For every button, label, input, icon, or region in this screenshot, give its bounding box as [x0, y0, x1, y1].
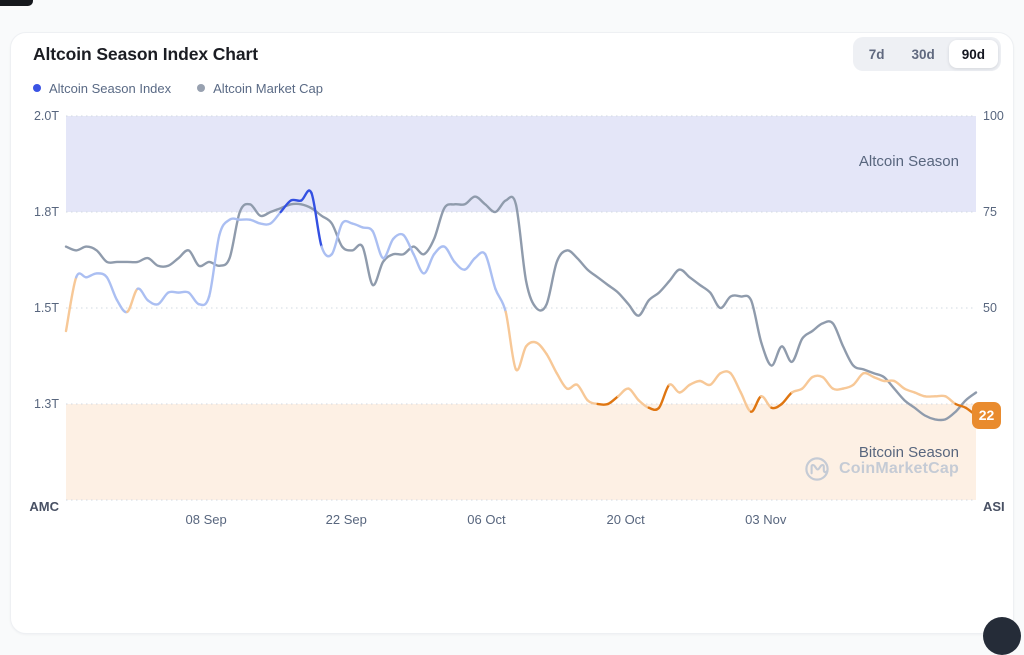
screen-edge-sliver — [0, 0, 33, 6]
series-altcoin-season-index-segment — [526, 342, 536, 346]
series-altcoin-season-index-segment — [97, 273, 107, 277]
series-altcoin-season-index-segment — [219, 220, 229, 235]
x-tick-08-Sep: 08 Sep — [186, 512, 227, 527]
series-altcoin-season-index-segment — [291, 200, 301, 201]
series-altcoin-season-index-segment — [915, 393, 925, 397]
series-altcoin-season-index-segment — [271, 212, 281, 224]
coinmarketcap-watermark: CoinMarketCap — [802, 454, 959, 484]
series-altcoin-season-index-segment — [138, 289, 148, 301]
left-axis-name: AMC — [11, 499, 59, 514]
series-altcoin-season-index-segment — [199, 297, 209, 306]
series-altcoin-season-index-segment — [260, 224, 270, 225]
series-altcoin-season-index-segment — [557, 373, 567, 388]
series-altcoin-season-index-segment — [833, 389, 843, 390]
coinmarketcap-logo-icon — [802, 454, 832, 484]
series-altcoin-season-index-segment — [547, 354, 557, 373]
series-altcoin-season-index-segment — [516, 346, 526, 370]
series-altcoin-season-index-segment — [424, 254, 434, 273]
series-altcoin-season-index-segment — [465, 258, 475, 270]
series-altcoin-season-index-segment — [812, 376, 822, 377]
series-altcoin-season-index-segment — [792, 389, 802, 393]
floating-action-button-sliver[interactable] — [983, 617, 1021, 655]
series-altcoin-season-index-segment — [148, 300, 158, 304]
right-tick-100: 100 — [983, 109, 1004, 123]
series-altcoin-season-index-segment — [363, 227, 373, 231]
series-altcoin-season-index-segment — [884, 381, 894, 382]
series-altcoin-season-index-segment — [823, 377, 833, 389]
series-altcoin-season-index-segment — [904, 389, 914, 393]
series-altcoin-season-index-segment — [107, 277, 117, 300]
right-axis-name: ASI — [983, 499, 1005, 514]
series-altcoin-season-index-segment — [189, 293, 199, 305]
series-altcoin-season-index-segment — [76, 273, 86, 277]
series-altcoin-season-index-segment — [444, 247, 454, 262]
series-altcoin-season-index-segment — [700, 381, 710, 385]
series-altcoin-season-index-segment — [506, 312, 516, 370]
series-altcoin-season-index-segment — [853, 373, 863, 385]
chart-area: 2.0T 1.8T 1.5T 1.3T 100 75 50 08 Sep 22 Sep 06 … — [11, 33, 1013, 622]
series-altcoin-season-index-segment — [710, 373, 720, 385]
series-altcoin-season-index-segment — [250, 220, 260, 224]
series-altcoin-season-index-segment — [680, 385, 690, 393]
series-altcoin-season-index-segment — [618, 389, 628, 397]
x-tick-20-Oct: 20 Oct — [606, 512, 644, 527]
right-tick-75: 75 — [983, 205, 997, 219]
current-asi-value-badge: 22 — [972, 402, 1001, 429]
series-altcoin-season-index-segment — [322, 247, 332, 257]
series-altcoin-season-index-segment — [66, 277, 76, 331]
series-altcoin-season-index-segment — [179, 292, 189, 293]
x-tick-06-Oct: 06 Oct — [467, 512, 505, 527]
series-altcoin-season-index-segment — [588, 400, 598, 404]
series-altcoin-season-index-segment — [373, 231, 383, 258]
series-altcoin-season-index-segment — [455, 262, 465, 270]
right-tick-50: 50 — [983, 301, 997, 315]
series-altcoin-season-index-segment — [414, 254, 424, 273]
series-altcoin-season-index-segment — [598, 404, 608, 405]
series-altcoin-season-index-segment — [168, 292, 178, 293]
x-tick-03-Nov: 03 Nov — [745, 512, 786, 527]
watermark-text: CoinMarketCap — [839, 460, 959, 478]
series-altcoin-season-index-segment — [843, 385, 853, 389]
series-altcoin-season-index-segment — [117, 300, 127, 312]
series-altcoin-season-index-segment — [475, 252, 485, 258]
series-altcoin-season-index-segment — [731, 373, 741, 392]
series-altcoin-season-index-segment — [945, 396, 955, 404]
left-tick-2.0T: 2.0T — [11, 109, 59, 123]
x-tick-22-Sep: 22 Sep — [326, 512, 367, 527]
series-altcoin-season-index-segment — [608, 396, 618, 404]
series-altcoin-season-index-segment — [935, 396, 945, 397]
series-altcoin-season-index-segment — [86, 273, 96, 277]
series-altcoin-season-index-segment — [536, 343, 546, 355]
series-altcoin-season-index-segment — [393, 234, 403, 239]
series-altcoin-season-index-segment — [628, 389, 638, 401]
series-altcoin-season-index-segment — [782, 393, 792, 405]
chart-plot[interactable] — [11, 33, 1013, 622]
left-tick-1.8T: 1.8T — [11, 205, 59, 219]
left-tick-1.5T: 1.5T — [11, 301, 59, 315]
left-tick-1.3T: 1.3T — [11, 397, 59, 411]
series-altcoin-season-index-segment — [352, 224, 362, 228]
series-altcoin-season-index-segment — [485, 254, 495, 289]
series-altcoin-season-index-segment — [158, 293, 168, 305]
series-altcoin-season-index-segment — [690, 381, 700, 385]
series-altcoin-season-index-segment — [342, 221, 352, 223]
series-altcoin-season-index-segment — [720, 371, 730, 373]
series-altcoin-season-index-segment — [669, 384, 679, 392]
series-altcoin-season-index-segment — [874, 377, 884, 381]
altcoin-season-zone-label: Altcoin Season — [859, 153, 959, 170]
zone-band-0 — [66, 116, 976, 212]
series-altcoin-season-index-segment — [230, 219, 240, 220]
series-altcoin-season-index-segment — [434, 246, 444, 254]
zone-band-1 — [66, 404, 976, 500]
series-altcoin-season-index-segment — [577, 385, 587, 400]
series-altcoin-season-index-segment — [567, 384, 577, 388]
series-altcoin-season-index-segment — [802, 377, 812, 389]
series-altcoin-season-index-segment — [894, 381, 904, 389]
